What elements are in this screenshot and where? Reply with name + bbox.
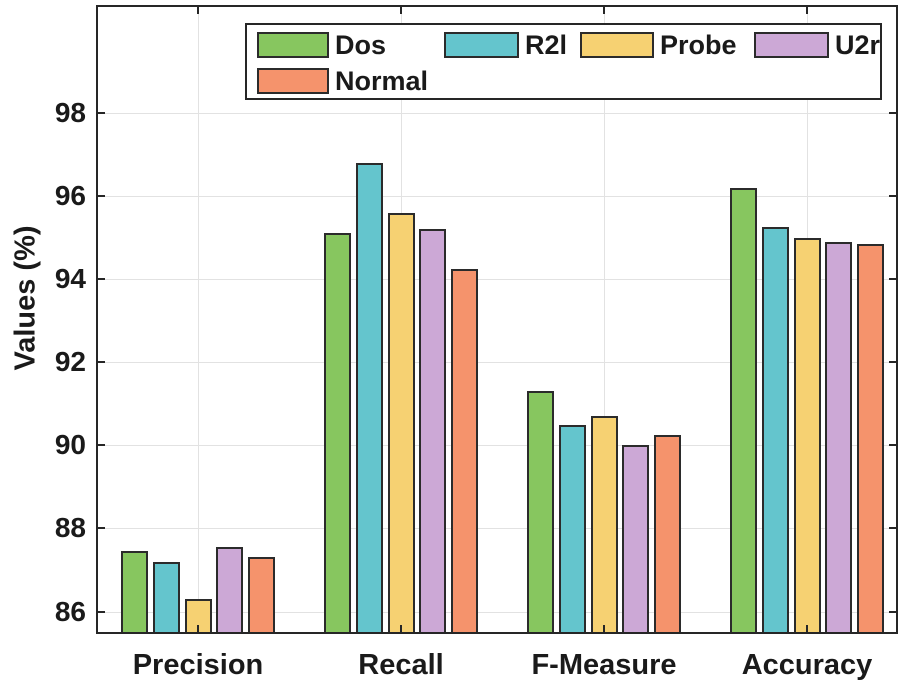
bar-probe-f-measure	[590, 416, 618, 634]
x-tick-label-recall: Recall	[358, 649, 444, 681]
x-tick-top-recall	[400, 5, 402, 14]
legend-swatch-u2r	[754, 32, 829, 58]
bar-r2l-accuracy	[761, 227, 789, 634]
y-tick-left-96	[96, 195, 105, 197]
y-tick-label-90: 90	[54, 429, 86, 461]
y-tick-left-88	[96, 527, 105, 530]
bar-normal-accuracy	[856, 243, 884, 634]
legend-label-r2l: R2l	[525, 30, 568, 60]
h-gridline-86	[96, 611, 898, 613]
legend-swatch-normal	[257, 68, 329, 94]
x-tick-label-precision: Precision	[132, 649, 264, 681]
legend-swatch-dos	[257, 32, 329, 58]
bar-u2r-recall	[419, 229, 447, 634]
y-tick-right-90	[889, 444, 898, 447]
y-tick-left-98	[96, 111, 105, 114]
bar-dos-recall	[324, 233, 352, 634]
h-gridline-92	[96, 362, 898, 364]
bar-normal-precision	[247, 557, 275, 634]
v-gridline-precision	[198, 5, 199, 634]
legend-swatch-probe	[580, 32, 654, 58]
bar-r2l-f-measure	[558, 424, 586, 634]
bar-normal-f-measure	[653, 434, 681, 634]
bar-r2l-recall	[355, 162, 383, 634]
bar-u2r-precision	[216, 547, 244, 634]
bar-u2r-accuracy	[825, 241, 853, 634]
x-tick-bottom-f-measure	[603, 625, 605, 634]
legend-label-u2r: U2r	[835, 30, 881, 60]
x-tick-bottom-precision	[197, 625, 199, 634]
plot-area	[96, 5, 898, 634]
x-tick-top-f-measure	[603, 5, 605, 14]
h-gridline-90	[96, 445, 898, 447]
x-tick-label-accuracy: Accuracy	[741, 649, 873, 681]
legend-label-dos: Dos	[335, 30, 387, 60]
y-tick-right-86	[889, 610, 898, 613]
legend-label-probe: Probe	[660, 30, 737, 60]
y-tick-label-94: 94	[54, 263, 86, 295]
y-tick-label-96: 96	[54, 180, 86, 211]
y-tick-left-90	[96, 444, 105, 447]
bar-dos-accuracy	[730, 187, 758, 634]
x-tick-top-accuracy	[806, 5, 808, 14]
y-tick-left-86	[96, 610, 105, 613]
legend: Dos R2l Probe U2r Normal	[245, 23, 882, 100]
legend-label-normal: Normal	[335, 66, 429, 96]
y-tick-right-98	[889, 111, 898, 114]
x-tick-label-f-measure: F-Measure	[531, 649, 677, 681]
y-tick-right-96	[889, 195, 898, 197]
x-tick-bottom-recall	[400, 625, 402, 634]
y-tick-label-92: 92	[54, 346, 86, 378]
bar-probe-recall	[387, 212, 415, 634]
x-tick-bottom-accuracy	[806, 625, 808, 634]
y-tick-left-94	[96, 278, 105, 281]
y-tick-label-88: 88	[54, 512, 86, 544]
bar-r2l-precision	[152, 561, 180, 634]
y-tick-left-92	[96, 361, 105, 364]
y-tick-right-94	[889, 278, 898, 281]
legend-swatch-r2l	[444, 32, 519, 58]
h-gridline-88	[96, 528, 898, 530]
y-tick-label-86: 86	[54, 595, 86, 627]
y-tick-right-92	[889, 361, 898, 364]
bar-normal-recall	[450, 268, 478, 634]
x-tick-top-precision	[197, 5, 199, 14]
bar-probe-accuracy	[793, 237, 821, 634]
h-gridline-98	[96, 112, 898, 114]
y-tick-label-98: 98	[54, 96, 86, 128]
h-gridline-96	[96, 196, 898, 197]
y-tick-right-88	[889, 527, 898, 530]
h-gridline-94	[96, 279, 898, 281]
bar-dos-f-measure	[527, 391, 555, 634]
v-gridline-f-measure	[604, 5, 605, 634]
bar-dos-precision	[121, 551, 149, 634]
bar-u2r-f-measure	[622, 445, 650, 634]
